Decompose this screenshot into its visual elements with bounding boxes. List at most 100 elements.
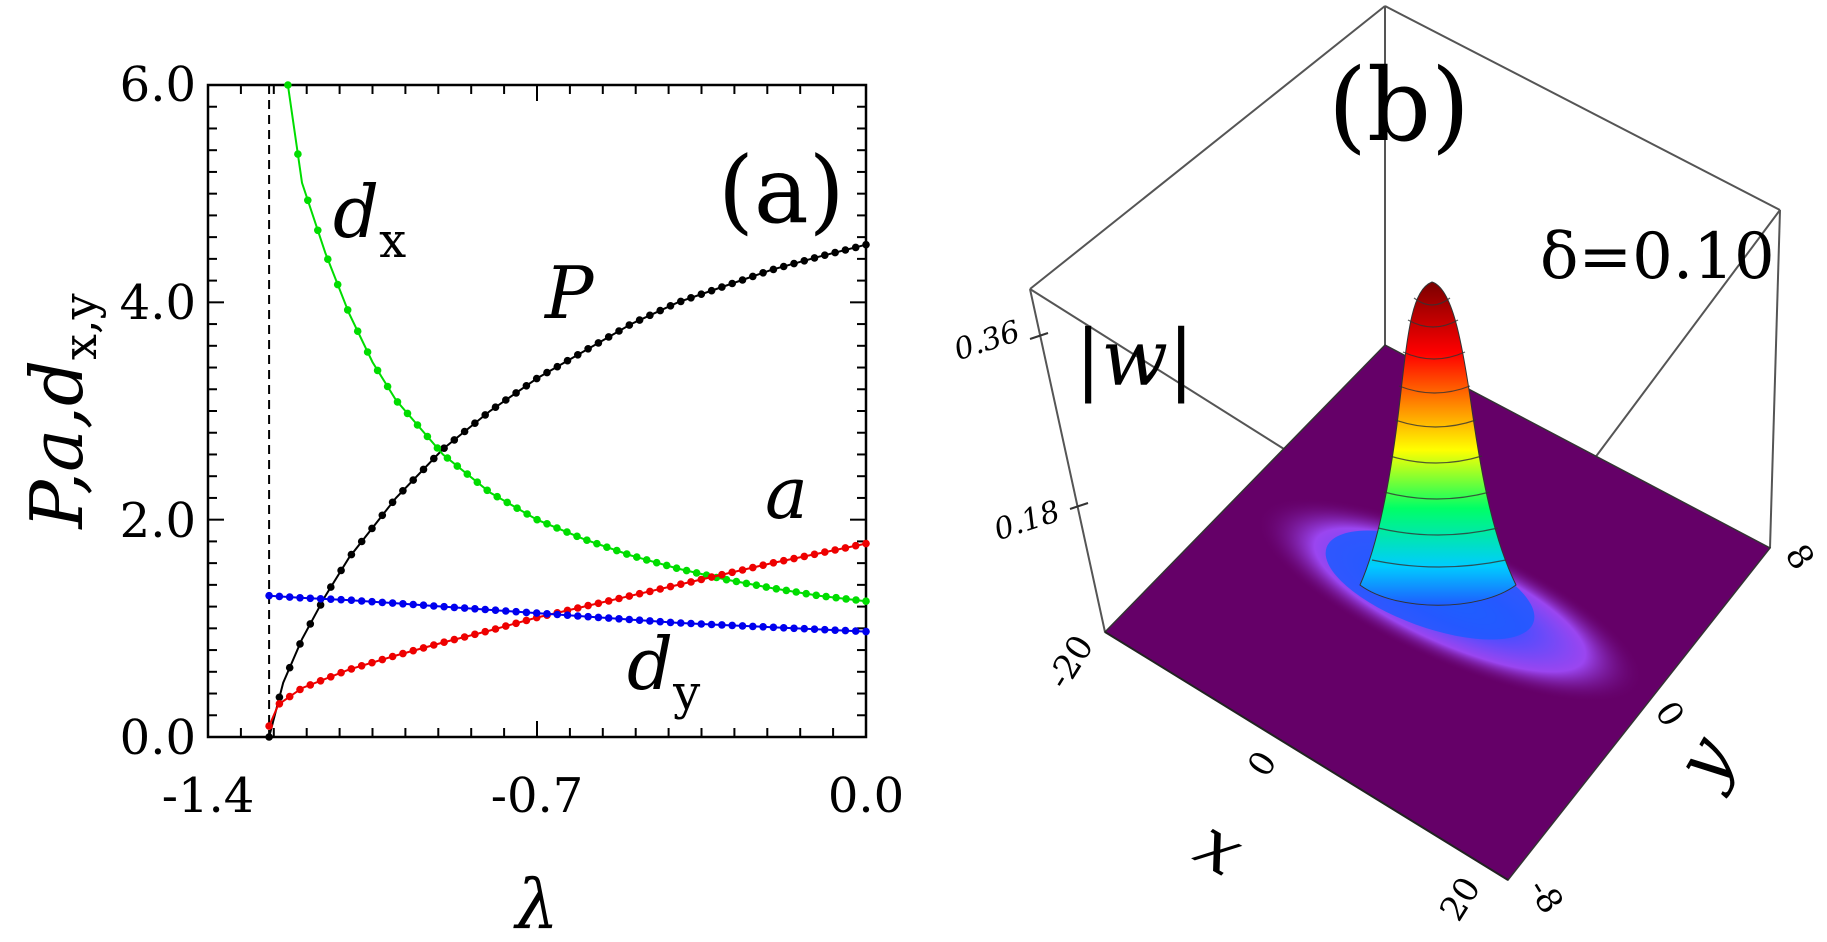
series-point-a — [656, 585, 664, 593]
series-point-p — [316, 601, 325, 609]
x-axis-label: λ — [512, 866, 558, 942]
series-point-d-x — [373, 366, 382, 375]
series-point-d-x — [453, 462, 462, 470]
series-point-d-x — [832, 593, 840, 602]
series-point-d-x — [812, 591, 820, 600]
series-point-p — [594, 339, 603, 347]
series-point-a — [460, 633, 469, 641]
tick-marks — [207, 84, 867, 738]
series-line-a — [268, 542, 867, 727]
series-point-d-x — [722, 575, 731, 584]
series-point-d-y — [296, 594, 304, 602]
x-tick-label: -1.4 — [162, 768, 255, 824]
series-point-p — [337, 566, 345, 575]
y-tick-label: 6.0 — [120, 57, 196, 113]
series-point-a — [409, 646, 418, 655]
series-point-p — [399, 487, 407, 495]
series-point-p — [430, 454, 438, 463]
series-point-p — [790, 259, 798, 268]
series-point-d-y — [615, 615, 623, 623]
series-point-d-x — [353, 327, 362, 336]
y-axis-label: P,a,dx,y — [15, 293, 107, 530]
series-point-d-x — [822, 592, 830, 601]
series-point-d-y — [512, 607, 520, 616]
series-point-d-y — [800, 624, 809, 633]
series-point-a — [275, 700, 284, 708]
series-point-d-y — [368, 597, 376, 606]
delta-annotation: δ=0.10 — [1540, 220, 1775, 294]
z-tick — [1029, 332, 1049, 340]
series-point-p — [285, 663, 294, 672]
series-point-p — [306, 620, 315, 628]
series-point-d-y — [419, 601, 428, 609]
series-point-d-y — [625, 615, 634, 624]
z-axis-label: |w| — [1075, 314, 1194, 404]
x-tick-label: -0.7 — [491, 768, 584, 824]
series-point-d-x — [523, 510, 531, 518]
series-point-d-y — [285, 593, 294, 601]
series-point-p — [738, 276, 747, 284]
series-point-d-y — [491, 606, 500, 614]
series-point-a — [265, 722, 273, 730]
contour-line — [1383, 491, 1491, 500]
series-point-p — [584, 345, 592, 353]
series-point-d-x — [333, 280, 342, 289]
series-point-a — [337, 668, 345, 677]
series-point-p — [656, 306, 664, 315]
panel-b: 0.36 0.18 -20 0 20 -8 0 8 x y |w| (b) δ=… — [950, 5, 1822, 928]
series-point-a — [841, 544, 850, 552]
series-point-d-x — [383, 382, 392, 391]
series-point-p — [553, 362, 562, 371]
series-point-a — [430, 641, 438, 649]
series-point-a — [450, 635, 459, 644]
series-point-d-x — [563, 528, 571, 536]
series-group — [265, 81, 870, 741]
series-point-a — [759, 561, 767, 569]
series-point-d-y — [635, 616, 644, 624]
series-point-a — [296, 685, 304, 694]
y-tick-label: 0.0 — [120, 710, 196, 766]
series-point-d-y — [522, 608, 531, 617]
series-point-d-x — [423, 432, 432, 441]
series-point-p — [502, 396, 510, 404]
series-point-d-x — [363, 348, 372, 356]
series-point-d-x — [503, 498, 512, 507]
series-point-p — [450, 436, 459, 444]
series-point-a — [625, 592, 634, 600]
series-point-a — [718, 570, 726, 579]
series-point-a — [399, 649, 407, 658]
series-point-a — [707, 573, 716, 581]
series-point-d-x — [642, 556, 651, 564]
series-point-p — [460, 427, 469, 436]
series-point-d-x — [314, 226, 322, 235]
series-point-d-x — [284, 81, 292, 89]
series-point-a — [419, 644, 428, 652]
series-point-d-y — [553, 610, 562, 619]
series-point-p — [677, 297, 685, 306]
series-point-p — [749, 272, 757, 281]
contour-line — [1389, 455, 1483, 464]
series-point-d-y — [862, 627, 870, 636]
series-point-a — [810, 550, 819, 559]
series-label-a: a — [765, 451, 808, 535]
series-point-a — [697, 575, 706, 584]
series-point-d-y — [841, 626, 850, 635]
series-point-p — [532, 374, 541, 383]
series-point-a — [574, 604, 582, 612]
series-point-d-y — [707, 620, 716, 629]
series-point-d-x — [343, 306, 352, 314]
series-point-d-y — [697, 620, 706, 628]
series-point-a — [584, 601, 592, 610]
series-point-d-x — [603, 543, 611, 551]
series-point-d-x — [493, 492, 502, 501]
series-point-d-y — [430, 602, 438, 610]
series-point-d-y — [471, 605, 479, 613]
series-point-d-y — [666, 618, 675, 627]
series-point-a — [831, 546, 839, 554]
series-point-p — [635, 316, 644, 324]
series-label-dx: dx — [333, 170, 406, 269]
series-point-d-x — [692, 569, 701, 577]
series-point-a — [327, 673, 335, 681]
series-point-d-y — [821, 625, 829, 634]
series-point-d-x — [294, 150, 302, 158]
